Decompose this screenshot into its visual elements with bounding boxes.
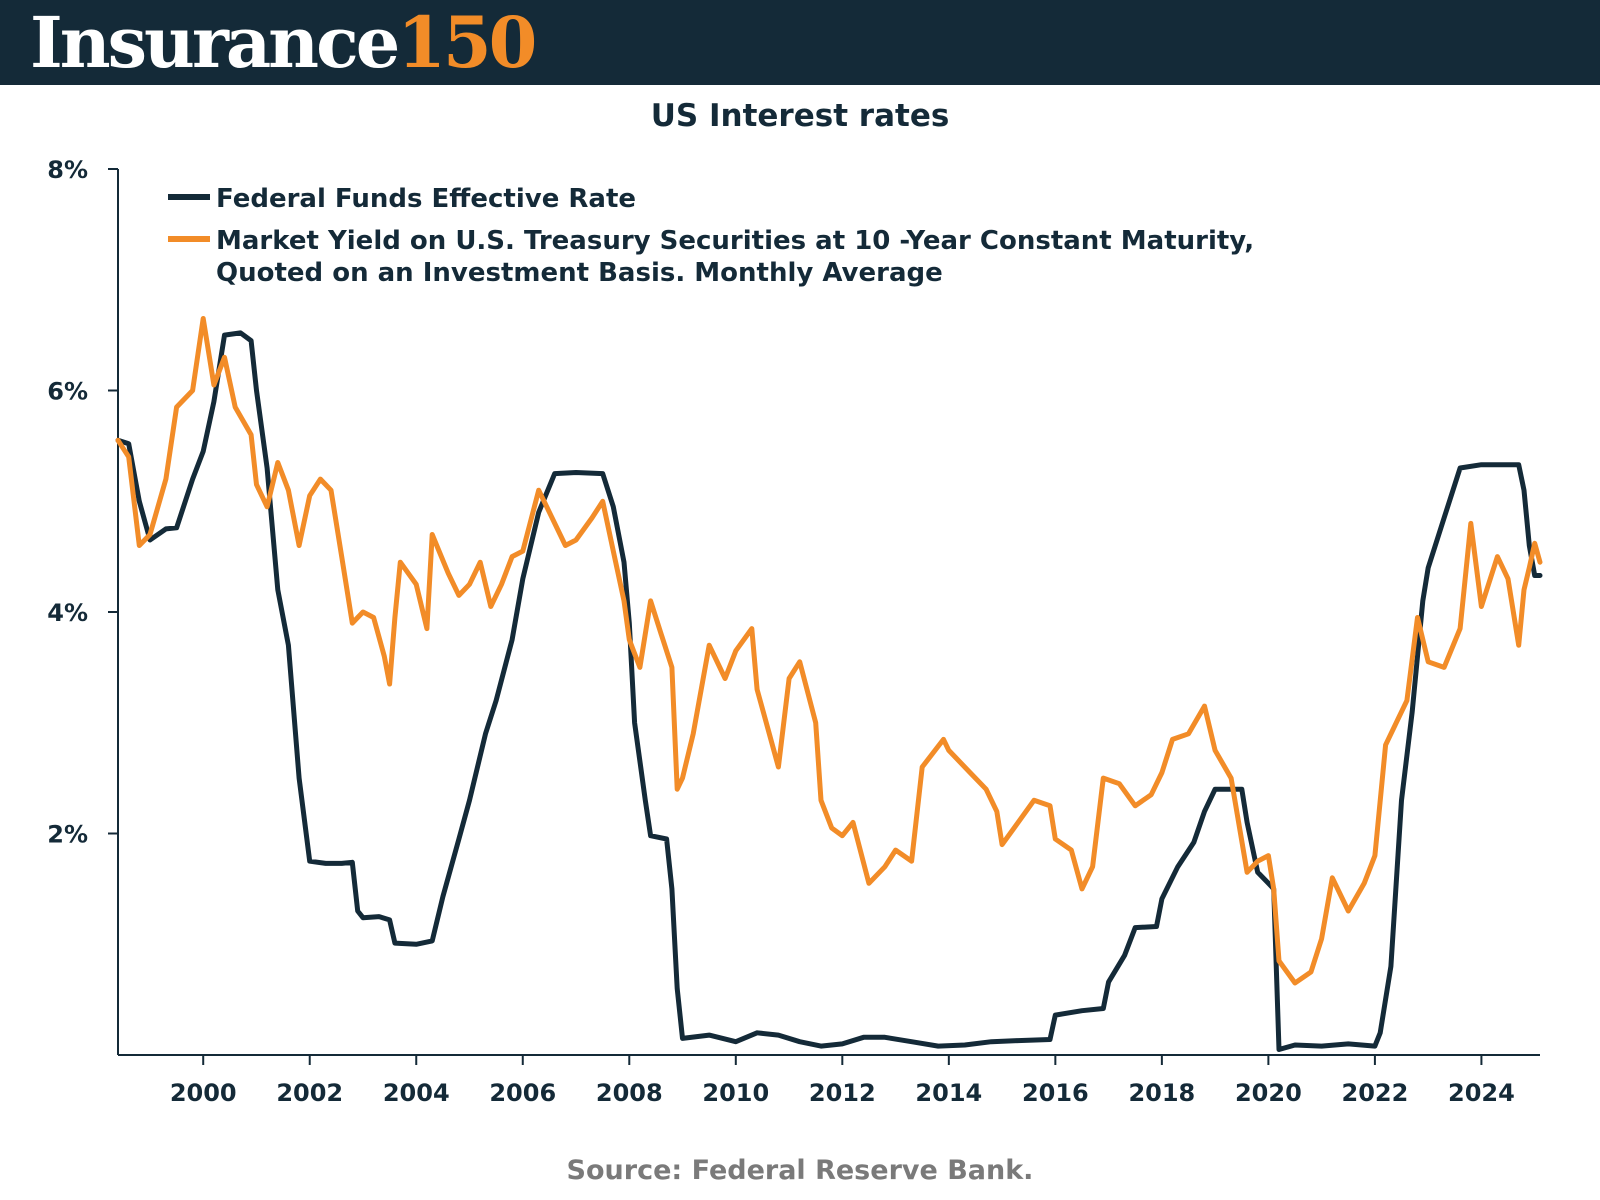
x-tick-label: 2018 (1128, 1079, 1195, 1107)
logo-word: Insurance (30, 1, 400, 84)
y-tick-label: 8% (47, 156, 88, 184)
y-tick-label: 2% (47, 821, 88, 849)
chart-title: US Interest rates (650, 98, 950, 134)
series-line-1 (115, 330, 1543, 1052)
x-tick-label: 2022 (1342, 1079, 1409, 1107)
x-tick-label: 2016 (1022, 1079, 1089, 1107)
x-tick-label: 2002 (276, 1079, 343, 1107)
chart-ticks: 2% 4% 6% 8% 2000 2002 2004 2006 2008 2010 2012 2014… (47, 156, 1515, 1107)
x-tick-label: 2020 (1235, 1079, 1302, 1107)
x-tick-label: 2010 (702, 1079, 769, 1107)
legend-label-2: Market Yield on U.S. Treasury Securities… (216, 226, 1254, 288)
series-line-2 (115, 316, 1543, 986)
legend-label-1: Federal Funds Effective Rate (216, 184, 636, 214)
x-tick-label: 2004 (383, 1079, 450, 1107)
x-tick-label: 2014 (915, 1079, 982, 1107)
y-tick-label: 6% (47, 378, 88, 406)
x-tick-label: 2000 (170, 1079, 237, 1107)
y-tick-label: 4% (47, 599, 88, 627)
logo-number: 150 (397, 1, 537, 84)
chart-series (115, 316, 1543, 1052)
chart-legend: Federal Funds Effective Rate Market Yield… (168, 184, 1254, 288)
x-tick-label: 2012 (809, 1079, 876, 1107)
x-tick-label: 2024 (1448, 1079, 1515, 1107)
x-tick-label: 2006 (489, 1079, 556, 1107)
x-tick-label: 2008 (596, 1079, 663, 1107)
brand-header: Insurance150 (0, 0, 1600, 85)
source-note: Source: Federal Reserve Bank. (566, 1155, 1034, 1186)
brand-logo: Insurance150 (30, 0, 537, 85)
